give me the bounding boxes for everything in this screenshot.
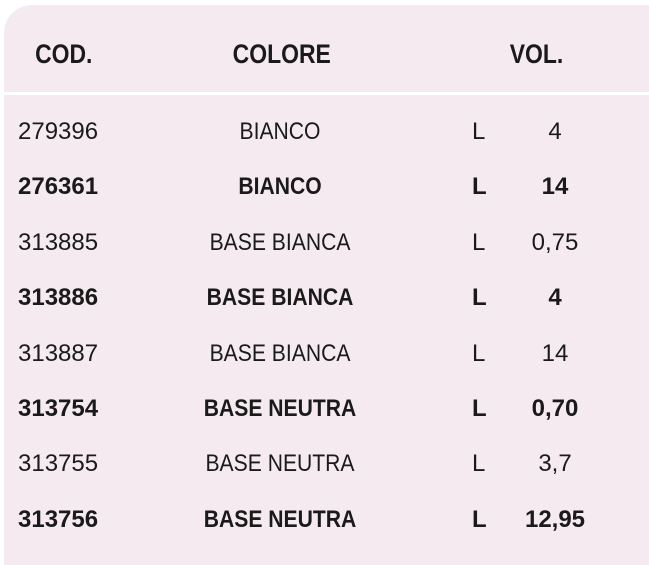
cell-volume: 0,75 [531,228,579,256]
table-row: 313754 BASE NEUTRA L 0,70 [0,387,649,427]
cell-color: BASE BIANCA [209,339,351,367]
table-row: 313756 BASE NEUTRA L 12,95 [0,498,649,538]
cell-code: 313886 [18,284,99,312]
cell-volume: 14 [541,173,569,201]
table-row: 313886 BASE BIANCA L 4 [0,276,649,316]
cell-code: 313755 [18,450,99,478]
cell-unit: L [472,395,487,422]
cell-volume: 3,7 [538,450,572,478]
header-volume: VOL. [509,39,564,69]
cell-color: BASE NEUTRA [203,505,357,533]
cell-color: BASE BIANCA [209,228,351,256]
header-color: COLORE [232,39,331,69]
table-row: 276361 BIANCO L 14 [0,165,649,205]
cell-volume: 12,95 [524,505,586,533]
cell-code: 279396 [18,118,99,145]
cell-color: BIANCO [239,118,321,145]
cell-unit: L [472,228,486,256]
table-row: 313887 BASE BIANCA L 14 [0,332,649,372]
cell-unit: L [472,284,487,312]
cell-code: 276361 [18,173,99,201]
cell-volume: 4 [548,284,562,312]
table-header: COD. COLORE VOL. [0,5,649,91]
cell-unit: L [472,118,486,145]
header-divider [4,92,649,95]
cell-unit: L [472,450,486,478]
cell-color: BASE BIANCA [206,284,354,312]
cell-unit: L [472,173,487,201]
cell-unit: L [472,339,486,367]
cell-code: 313756 [18,505,99,533]
cell-volume: 0,70 [531,395,579,422]
table-row: 313755 BASE NEUTRA L 3,7 [0,442,649,482]
cell-color: BIANCO [238,173,322,201]
cell-unit: L [472,505,487,533]
cell-color: BASE NEUTRA [205,450,355,478]
table-background [4,5,649,565]
table-row: 313885 BASE BIANCA L 0,75 [0,221,649,261]
cell-volume: 14 [541,339,569,367]
cell-color: BASE NEUTRA [203,395,357,422]
table-row: 279396 BIANCO L 4 [0,110,649,150]
header-code: COD. [35,39,93,69]
cell-code: 313754 [18,395,99,422]
cell-code: 313885 [18,228,99,256]
cell-code: 313887 [18,339,99,367]
cell-volume: 4 [548,118,562,145]
